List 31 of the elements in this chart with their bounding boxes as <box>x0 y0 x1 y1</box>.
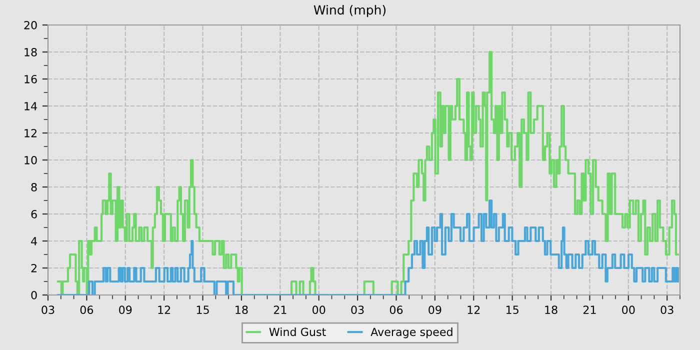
chart-title: Wind (mph) <box>314 4 386 18</box>
y-tick-label: 4 <box>31 237 37 246</box>
x-tick-label: 18 <box>236 306 248 314</box>
y-tick-label: 12 <box>24 128 36 138</box>
y-tick-label: 18 <box>24 48 37 56</box>
y-tick-label: 8 <box>31 182 37 192</box>
legend-label: Wind Gust <box>269 327 326 336</box>
y-tick-label: 0 <box>31 290 37 300</box>
x-tick-label: 09 <box>428 306 442 314</box>
y-tick-label: 20 <box>24 20 37 30</box>
y-tick-label: 2 <box>31 264 36 272</box>
x-tick-label: 18 <box>545 306 558 314</box>
x-tick-label: 21 <box>274 306 286 314</box>
x-tick-label: 06 <box>390 306 403 314</box>
x-tick-label: 06 <box>80 306 94 314</box>
y-tick-label: 10 <box>24 156 37 164</box>
x-tick-label: 00 <box>312 306 326 314</box>
x-tick-label: 03 <box>660 306 674 314</box>
x-tick-label: 12 <box>468 306 480 314</box>
x-tick-label: 00 <box>622 306 635 314</box>
x-tick-label: 15 <box>506 306 518 314</box>
y-tick-label: 14 <box>24 102 37 110</box>
x-tick-label: 03 <box>351 306 364 314</box>
x-tick-label: 09 <box>119 306 132 314</box>
y-tick-label: 6 <box>31 210 37 218</box>
x-tick-label: 12 <box>158 306 170 314</box>
x-tick-label: 03 <box>42 306 54 314</box>
legend-label: Average speed <box>370 327 452 338</box>
x-tick-label: 21 <box>583 306 596 314</box>
y-tick-label: 16 <box>24 74 37 84</box>
x-tick-label: 15 <box>196 306 209 314</box>
